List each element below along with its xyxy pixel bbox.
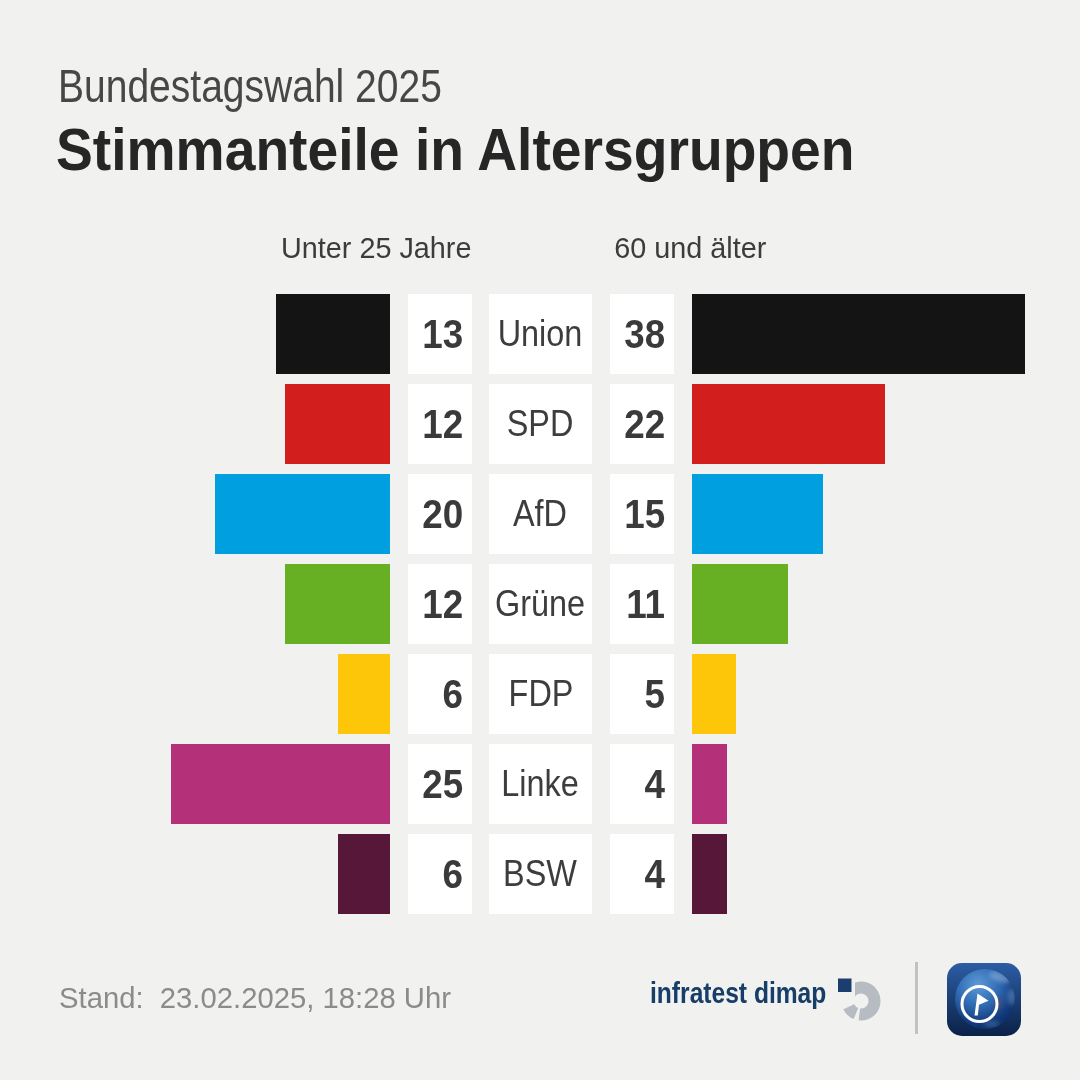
bar-under-25-grüne	[285, 564, 390, 644]
party-label-grüne: Grüne	[489, 564, 592, 644]
chart-row-union: 13Union38	[0, 294, 1080, 374]
chart-row-grüne: 12Grüne11	[0, 564, 1080, 644]
footer-divider	[915, 962, 918, 1034]
bar-under-25-bsw	[338, 834, 391, 914]
party-label-spd: SPD	[489, 384, 592, 464]
value-under-25-union: 13	[408, 294, 472, 374]
bar-60-plus-linke	[692, 744, 727, 824]
bar-60-plus-fdp	[692, 654, 736, 734]
value-under-25-linke: 25	[408, 744, 472, 824]
value-under-25-grüne: 12	[408, 564, 472, 644]
infratest-dimap-label: infratest dimap	[650, 978, 865, 1008]
column-label-60-plus: 60 und älter	[540, 233, 840, 263]
column-label-under-25: Unter 25 Jahre	[226, 233, 526, 263]
chart-row-linke: 25Linke4	[0, 744, 1080, 824]
value-60-plus-bsw: 4	[610, 834, 674, 914]
bar-60-plus-afd	[692, 474, 823, 554]
chart-row-bsw: 6BSW4	[0, 834, 1080, 914]
bar-under-25-linke	[171, 744, 390, 824]
value-60-plus-union: 38	[610, 294, 674, 374]
bar-under-25-spd	[285, 384, 390, 464]
bar-60-plus-grüne	[692, 564, 788, 644]
bar-under-25-union	[276, 294, 390, 374]
bar-60-plus-spd	[692, 384, 885, 464]
bar-under-25-fdp	[338, 654, 391, 734]
value-under-25-spd: 12	[408, 384, 472, 464]
party-label-linke: Linke	[489, 744, 592, 824]
value-60-plus-grüne: 11	[610, 564, 674, 644]
bar-60-plus-union	[692, 294, 1025, 374]
party-label-fdp: FDP	[489, 654, 592, 734]
value-60-plus-spd: 22	[610, 384, 674, 464]
bar-under-25-afd	[215, 474, 390, 554]
chart-row-fdp: 6FDP5	[0, 654, 1080, 734]
chart-row-spd: 12SPD22	[0, 384, 1080, 464]
timestamp: Stand: 23.02.2025, 18:28 Uhr	[59, 983, 461, 1013]
value-under-25-afd: 20	[408, 474, 472, 554]
bar-60-plus-bsw	[692, 834, 727, 914]
value-60-plus-afd: 15	[610, 474, 674, 554]
party-label-afd: AfD	[489, 474, 592, 554]
value-60-plus-linke: 4	[610, 744, 674, 824]
ard-tagesschau-logo-icon	[947, 963, 1021, 1036]
chart-row-afd: 20AfD15	[0, 474, 1080, 554]
party-label-bsw: BSW	[489, 834, 592, 914]
page-title: Stimmanteile in Altersgruppen	[56, 120, 924, 180]
party-label-union: Union	[489, 294, 592, 374]
value-60-plus-fdp: 5	[610, 654, 674, 734]
value-under-25-bsw: 6	[408, 834, 472, 914]
chart-kicker: Bundestagswahl 2025	[58, 62, 521, 109]
infratest-dimap-logo-icon	[836, 977, 882, 1023]
value-under-25-fdp: 6	[408, 654, 472, 734]
